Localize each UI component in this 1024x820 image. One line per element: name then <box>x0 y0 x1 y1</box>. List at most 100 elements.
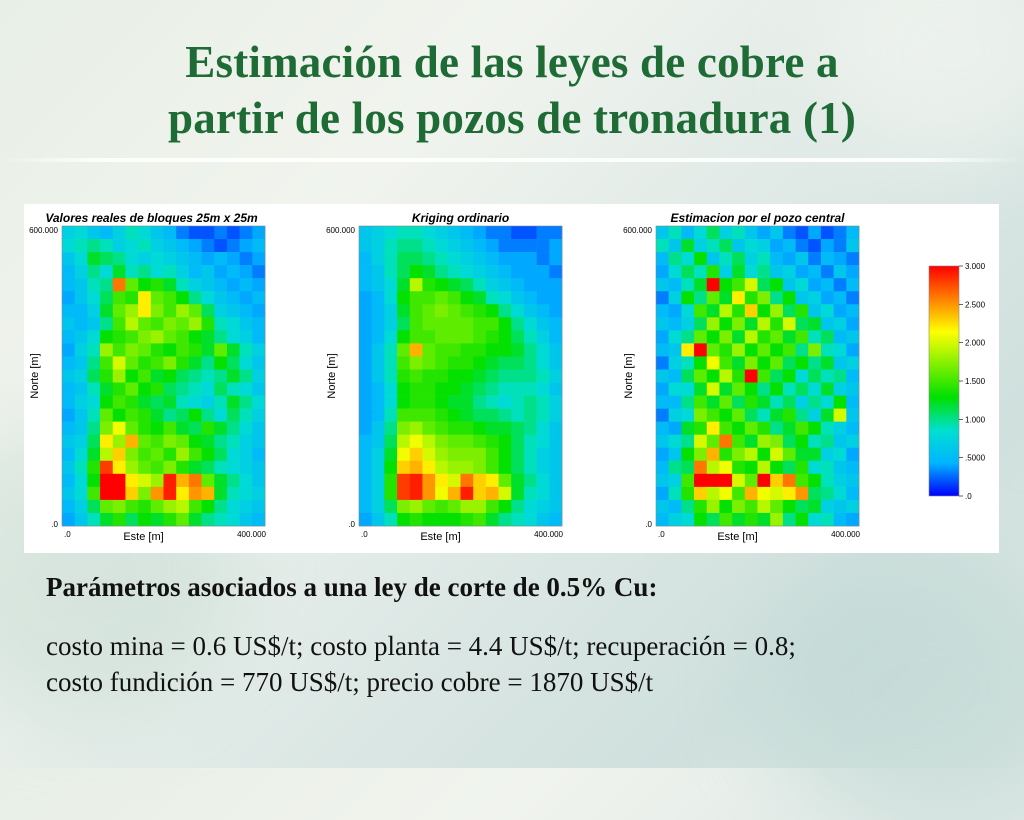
heatmap-cell <box>74 252 88 266</box>
heatmap-cell <box>201 369 215 383</box>
kriging-comparison-figure: Valores reales de bloques 25m x 25m 600.0… <box>24 204 999 553</box>
heatmap-cell <box>656 226 669 240</box>
heatmap-cell <box>359 473 372 488</box>
heatmap-cell <box>795 447 809 462</box>
heatmap-cell <box>719 265 733 279</box>
heatmap-cell <box>795 252 809 266</box>
heatmap-cell <box>201 408 215 422</box>
heatmap-cell <box>252 512 266 527</box>
heatmap-cell <box>757 356 771 370</box>
heatmap-cell <box>668 421 682 435</box>
heatmap-cell <box>473 434 487 449</box>
heatmap-cell <box>485 265 499 279</box>
heatmap-cell <box>706 395 720 409</box>
heatmap-cell <box>422 421 436 435</box>
heatmap-cell <box>668 265 682 279</box>
heatmap-cell <box>757 317 771 331</box>
heatmap-cell <box>371 395 385 409</box>
heatmap-cell <box>371 369 385 383</box>
heatmap-cell <box>549 473 563 488</box>
heatmap-cell <box>473 369 487 383</box>
heatmap-cell <box>239 317 253 331</box>
heatmap-cell <box>87 408 101 422</box>
heatmap-cell <box>833 226 847 240</box>
heatmap-cell <box>757 486 771 501</box>
heatmap-cell <box>656 382 669 396</box>
heatmap-cell <box>226 226 240 240</box>
title-divider <box>0 158 1024 162</box>
heatmap-cell <box>820 265 834 279</box>
heatmap-cell <box>460 460 474 475</box>
heatmap-cell <box>371 499 385 514</box>
heatmap-cell <box>397 265 411 279</box>
heatmap-cell <box>782 473 796 488</box>
heatmap-cell <box>808 317 822 331</box>
heatmap-cell <box>239 343 253 357</box>
heatmap-cell <box>435 291 449 305</box>
heatmap-cell <box>87 343 101 357</box>
heatmap-cell <box>188 395 202 409</box>
heatmap-cell <box>409 512 423 527</box>
heatmap-cell <box>694 447 708 462</box>
heatmap-cell <box>498 499 512 514</box>
heatmap-cell <box>668 499 682 514</box>
heatmap-cell <box>473 343 487 357</box>
x-tick-label: .0 <box>64 530 71 539</box>
heatmap-cell <box>656 317 669 331</box>
heatmap-cell <box>511 499 525 514</box>
heatmap-cell <box>397 512 411 527</box>
heatmap-cell <box>409 499 423 514</box>
heatmap-cell <box>668 343 682 357</box>
heatmap-cell <box>100 395 114 409</box>
heatmap-cell <box>62 421 75 435</box>
heatmap-cell <box>808 291 822 305</box>
x-tick-label: 400.000 <box>831 530 860 539</box>
heatmap-cell <box>694 265 708 279</box>
heatmap-cell <box>473 473 487 488</box>
heatmap-cell <box>656 369 669 383</box>
heatmap-cell <box>226 486 240 501</box>
heatmap-cell <box>100 278 114 292</box>
heatmap-cell <box>150 473 164 488</box>
heatmap-cell <box>214 395 228 409</box>
heatmap-cell <box>188 408 202 422</box>
heatmap-cell <box>371 265 385 279</box>
heatmap-cell <box>409 382 423 396</box>
heatmap-cell <box>820 304 834 318</box>
heatmap-cell <box>485 330 499 344</box>
heatmap-cell <box>371 382 385 396</box>
heatmap-cell <box>681 317 695 331</box>
heatmap-cell <box>435 265 449 279</box>
heatmap-cell <box>694 317 708 331</box>
heatmap-cell <box>359 434 372 449</box>
heatmap-cell <box>485 317 499 331</box>
heatmap-cell <box>422 278 436 292</box>
heatmap-cell <box>744 512 758 527</box>
heatmap-cell <box>188 291 202 305</box>
heatmap-cell <box>694 278 708 292</box>
heatmap-cell <box>536 226 550 240</box>
heatmap-cell <box>74 447 88 462</box>
heatmap-cell <box>820 356 834 370</box>
heatmap-cell <box>176 421 190 435</box>
heatmap-cell <box>201 421 215 435</box>
heatmap-cell <box>820 226 834 240</box>
heatmap-cell <box>770 226 784 240</box>
heatmap-cell <box>138 330 152 344</box>
heatmap-cell <box>523 304 537 318</box>
heatmap-cell <box>694 226 708 240</box>
heatmap-cell <box>226 369 240 383</box>
heatmap-cell <box>719 447 733 462</box>
heatmap-cell <box>150 317 164 331</box>
heatmap-cell <box>422 317 436 331</box>
color-scale-label: 3.000 <box>965 262 986 271</box>
heatmap-cell <box>112 382 126 396</box>
heatmap-cell <box>460 291 474 305</box>
heatmap-cell <box>820 421 834 435</box>
heatmap-cell <box>384 369 398 383</box>
heatmap-cell <box>397 252 411 266</box>
heatmap-cell <box>397 499 411 514</box>
heatmap-cell <box>719 291 733 305</box>
heatmap-cell <box>150 512 164 527</box>
heatmap-cell <box>447 291 461 305</box>
